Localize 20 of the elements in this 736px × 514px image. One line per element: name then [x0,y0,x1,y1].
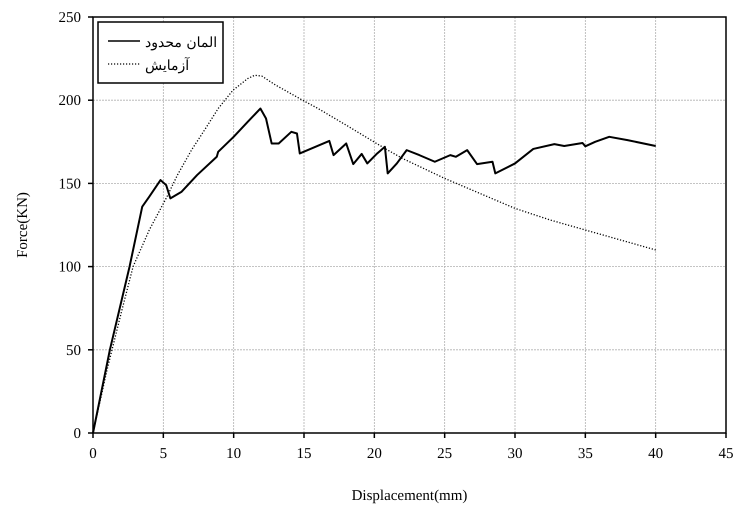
x-tick-label: 0 [89,446,97,462]
x-tick-label: 20 [366,446,382,462]
x-tick-label: 10 [226,446,242,462]
x-tick-label: 45 [718,446,734,462]
y-tick-label: 150 [58,176,81,192]
x-tick-label: 40 [648,446,664,462]
legend-label: آزمایش [145,56,190,74]
legend-label: المان محدود [145,35,218,51]
y-tick-label: 50 [66,342,81,359]
x-tick-label: 25 [437,446,452,462]
x-tick-label: 15 [296,446,312,462]
y-tick-label: 250 [58,10,81,26]
x-tick-label: 35 [578,446,593,462]
y-tick-label: 200 [58,93,81,110]
x-tick-label: 30 [508,446,522,462]
y-tick-label: 100 [58,260,81,276]
x-axis-title: Displacement(mm) [352,488,468,504]
x-tick-label: 5 [160,446,168,462]
y-axis-title: Force(KN) [15,192,31,258]
y-tick-label: 0 [74,426,81,442]
